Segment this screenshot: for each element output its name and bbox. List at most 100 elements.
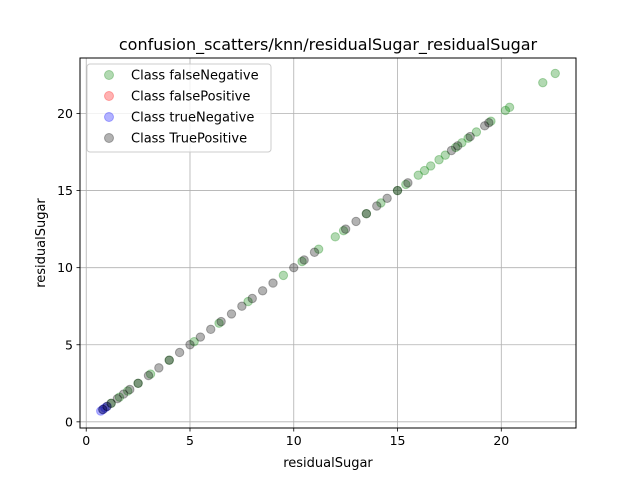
data-point (102, 401, 112, 412)
series-3 (98, 118, 494, 415)
data-point (440, 150, 450, 160)
data-point (174, 347, 185, 358)
data-point (133, 378, 143, 388)
data-point (446, 145, 457, 156)
data-point (392, 185, 403, 196)
data-point (98, 404, 108, 415)
series-0 (106, 68, 560, 409)
data-point (268, 278, 278, 288)
data-point (297, 256, 307, 267)
data-point (247, 293, 257, 304)
data-point (278, 270, 289, 281)
x-tick-label: 5 (186, 433, 194, 448)
data-point (419, 165, 430, 176)
data-point (465, 131, 475, 142)
legend: Class falseNegative Class falsePositive Cl… (86, 63, 272, 153)
legend-marker (104, 70, 114, 80)
data-point (453, 141, 463, 151)
x-tick-label: 20 (493, 433, 509, 448)
data-point (401, 179, 411, 190)
y-tick-label: 0 (65, 414, 73, 429)
data-point (471, 127, 482, 137)
data-point (145, 369, 156, 379)
chart-title: confusion_scatters/knn/residualSugar_res… (119, 35, 538, 55)
y-tick-label: 10 (57, 260, 73, 275)
y-tick-label: 15 (57, 183, 73, 198)
data-point (143, 370, 154, 381)
data-point (123, 386, 133, 396)
data-point (112, 394, 123, 404)
data-point (98, 404, 108, 415)
legend-box (86, 63, 272, 153)
series-2 (96, 401, 112, 416)
data-point (392, 185, 403, 196)
data-point (361, 209, 372, 219)
data-point (486, 116, 496, 126)
data-point (133, 378, 143, 388)
data-point (164, 355, 174, 365)
data-point (100, 403, 110, 413)
x-tick-label: 10 (286, 433, 302, 448)
data-point (338, 225, 349, 236)
data-point (102, 401, 112, 412)
data-point (114, 392, 125, 402)
legend-label: Class falseNegative (131, 69, 259, 84)
data-point (216, 316, 226, 327)
legend-marker (104, 133, 114, 143)
data-point (226, 309, 237, 319)
x-axis-ticks: 0 5 10 15 20 (82, 428, 509, 448)
data-point (313, 244, 324, 254)
data-point (538, 77, 548, 88)
data-point (195, 332, 206, 342)
data-point (450, 142, 461, 153)
x-tick-label: 15 (390, 433, 406, 448)
data-point (403, 178, 413, 188)
data-point (457, 138, 467, 148)
y-tick-label: 5 (65, 337, 73, 352)
x-axis-label: residualSugar (283, 456, 373, 471)
data-point (257, 286, 268, 296)
data-point (500, 105, 511, 116)
data-point (330, 232, 340, 242)
data-point (376, 198, 386, 208)
data-point (479, 121, 490, 131)
data-point (289, 262, 299, 273)
data-point (106, 398, 116, 409)
data-point (164, 355, 174, 365)
data-point (106, 398, 116, 409)
data-point (550, 68, 560, 79)
data-point (299, 255, 309, 265)
data-point (214, 318, 224, 328)
y-tick-label: 20 (57, 106, 73, 121)
y-axis-label: residualSugar (34, 198, 49, 288)
data-point (382, 193, 392, 203)
legend-marker (104, 112, 114, 122)
data-point (413, 170, 423, 180)
data-point (484, 118, 494, 128)
data-point (309, 247, 320, 257)
data-point (361, 209, 372, 219)
data-point (206, 324, 216, 335)
data-points (96, 68, 560, 416)
data-point (434, 155, 444, 165)
y-axis-ticks: 0 5 10 15 20 (57, 106, 80, 429)
grid-lines (80, 58, 576, 428)
data-point (185, 340, 195, 350)
data-point (463, 133, 473, 143)
data-point (340, 224, 351, 234)
plot-frame (79, 57, 577, 429)
data-point (504, 102, 515, 113)
legend-label: Class TruePositive (131, 132, 247, 147)
data-point (189, 336, 199, 347)
legend-marker (104, 91, 114, 101)
legend-label: Class falsePositive (131, 90, 250, 105)
data-point (96, 406, 106, 416)
data-point (351, 216, 361, 227)
data-point (118, 389, 129, 399)
legend-label: Class trueNegative (131, 111, 254, 126)
data-point (243, 296, 253, 307)
data-point (154, 363, 164, 373)
data-point (372, 201, 382, 211)
x-tick-label: 0 (82, 433, 90, 448)
